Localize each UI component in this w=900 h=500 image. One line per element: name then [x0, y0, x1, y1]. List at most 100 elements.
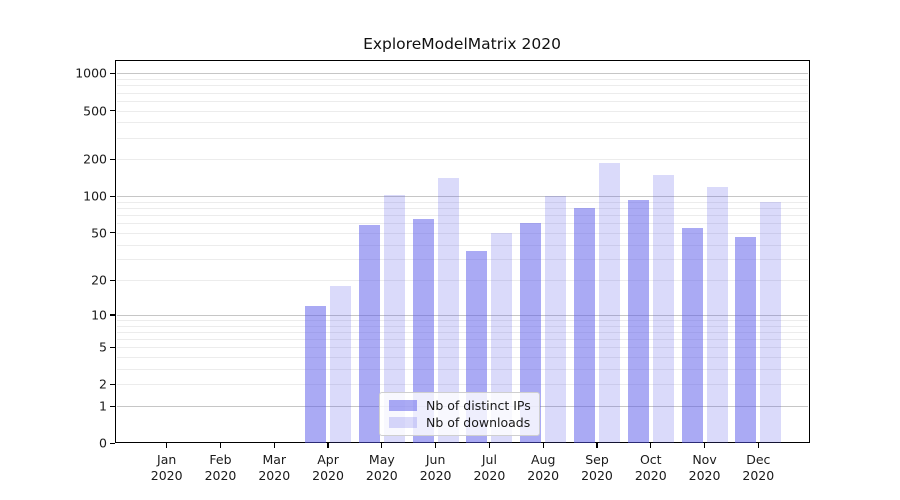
y-tick-label: 5: [99, 339, 107, 355]
y-gridline-minor: [117, 159, 808, 161]
y-gridline-minor: [117, 100, 808, 102]
x-tick-mark: [166, 443, 168, 449]
y-tick-label: 100: [83, 188, 107, 204]
legend-label-downloads: Nb of downloads: [426, 415, 531, 430]
plot-area: [115, 60, 810, 444]
x-tick-label: Jan 2020: [150, 452, 183, 483]
y-tick-mark: [110, 346, 115, 348]
bar-distinct_ips-aug: [520, 223, 542, 444]
y-gridline-minor: [117, 201, 808, 203]
y-gridline-minor: [117, 320, 808, 322]
x-tick-mark: [273, 443, 275, 449]
x-tick-label: Oct 2020: [634, 452, 667, 483]
y-gridline-minor: [117, 244, 808, 246]
bar-downloads-sep: [598, 163, 620, 444]
x-tick-label: May 2020: [365, 452, 398, 483]
x-tick-mark: [488, 443, 490, 449]
bar-downloads-may: [383, 195, 405, 444]
y-gridline-minor: [117, 339, 808, 341]
y-tick-mark: [110, 405, 115, 407]
x-tick-mark: [219, 443, 222, 449]
y-gridline-minor: [117, 369, 808, 371]
y-tick-label: 1000: [75, 65, 107, 81]
y-tick-mark: [110, 232, 115, 234]
y-tick-mark: [110, 383, 115, 386]
chart-title: ExploreModelMatrix 2020: [363, 35, 561, 53]
y-tick-label: 200: [83, 151, 107, 167]
legend-swatch-distinct-ips: [389, 400, 417, 411]
y-gridline-minor: [117, 110, 808, 112]
x-tick-label: Apr 2020: [312, 452, 344, 483]
y-gridline-minor: [117, 280, 808, 282]
x-tick-label: Jun 2020: [419, 452, 452, 483]
y-tick-label: 2: [99, 376, 107, 392]
legend-swatch-downloads: [389, 417, 417, 428]
y-gridline-minor: [117, 384, 808, 386]
y-gridline-major: [117, 314, 808, 316]
y-tick-mark: [110, 442, 115, 444]
y-tick-mark: [110, 314, 115, 316]
bar-downloads-aug: [545, 195, 567, 444]
x-tick-mark: [327, 443, 329, 449]
y-tick-mark: [110, 109, 115, 112]
legend: Nb of distinct IPs Nb of downloads: [379, 392, 540, 436]
y-gridline-minor: [117, 347, 808, 349]
y-gridline-minor: [117, 259, 808, 261]
y-gridline-minor: [117, 232, 808, 234]
y-gridline-major: [117, 73, 808, 75]
y-tick-label: 1: [99, 398, 107, 414]
y-gridline-minor: [117, 215, 808, 217]
y-gridline-minor: [117, 325, 808, 327]
x-tick-label: Aug 2020: [527, 452, 560, 483]
x-tick-mark: [650, 443, 652, 449]
x-tick-mark: [435, 443, 437, 449]
bar-downloads-jul: [491, 232, 513, 444]
y-gridline-minor: [117, 85, 808, 87]
x-tick-label: Mar 2020: [258, 452, 291, 483]
y-tick-label: 50: [91, 225, 107, 241]
bar-distinct_ips-oct: [627, 199, 649, 444]
x-tick-label: Jul 2020: [473, 452, 506, 483]
bar-distinct_ips-apr: [305, 306, 327, 444]
y-gridline-minor: [117, 122, 808, 124]
bar-distinct_ips-jun: [412, 219, 434, 444]
x-tick-label: Sep 2020: [581, 452, 613, 483]
y-gridline-minor: [117, 79, 808, 81]
x-tick-mark: [596, 443, 598, 449]
x-tick-label: Feb 2020: [204, 452, 237, 483]
y-tick-mark: [110, 195, 115, 197]
y-gridline-minor: [117, 223, 808, 225]
y-tick-mark: [110, 279, 115, 281]
y-gridline-major: [117, 196, 808, 198]
bar-distinct_ips-nov: [681, 227, 703, 444]
y-gridline-minor: [117, 92, 808, 94]
x-tick-label: Nov 2020: [688, 452, 721, 483]
bar-distinct_ips-may: [358, 225, 380, 444]
y-tick-label: 500: [83, 103, 107, 119]
x-tick-label: Dec 2020: [742, 452, 775, 483]
y-gridline-minor: [117, 331, 808, 333]
y-gridline-minor: [117, 137, 808, 139]
bar-downloads-dec: [760, 201, 782, 444]
x-tick-mark: [757, 443, 759, 449]
y-gridline-minor: [117, 208, 808, 210]
y-tick-label: 10: [91, 307, 107, 323]
legend-item-downloads: Nb of downloads: [389, 415, 530, 430]
legend-label-distinct-ips: Nb of distinct IPs: [426, 398, 531, 413]
x-tick-mark: [381, 443, 383, 449]
bar-downloads-oct: [652, 174, 674, 444]
x-tick-mark: [542, 443, 544, 449]
bar-downloads-apr: [330, 285, 352, 444]
bar-downloads-jun: [437, 178, 459, 444]
y-tick-mark: [110, 158, 115, 161]
y-tick-label: 20: [91, 272, 107, 288]
y-gridline-minor: [117, 357, 808, 359]
y-tick-label: 0: [99, 435, 107, 451]
y-tick-mark: [110, 72, 115, 75]
legend-item-distinct-ips: Nb of distinct IPs: [389, 398, 531, 413]
bar-distinct_ips-sep: [573, 208, 595, 444]
x-tick-mark: [703, 443, 706, 449]
bar-distinct_ips-dec: [735, 237, 757, 444]
bar-downloads-nov: [706, 186, 728, 444]
